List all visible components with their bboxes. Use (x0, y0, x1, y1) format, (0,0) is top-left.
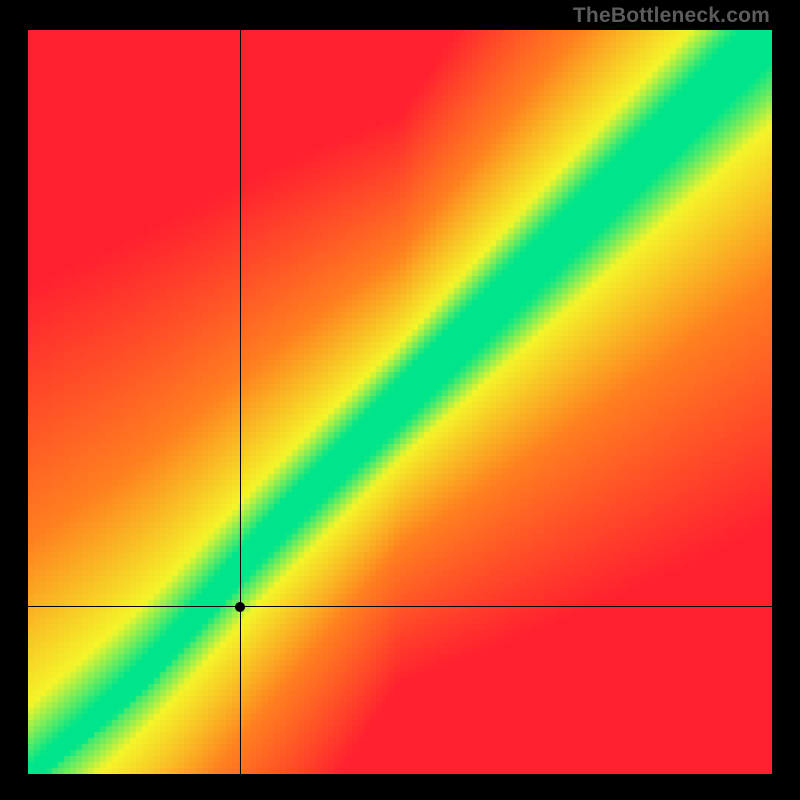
crosshair-horizontal (28, 606, 772, 607)
heatmap-plot (28, 30, 772, 774)
marker-dot (235, 602, 245, 612)
crosshair-vertical (240, 30, 241, 774)
heatmap-canvas (28, 30, 772, 774)
watermark-label: TheBottleneck.com (573, 4, 770, 28)
